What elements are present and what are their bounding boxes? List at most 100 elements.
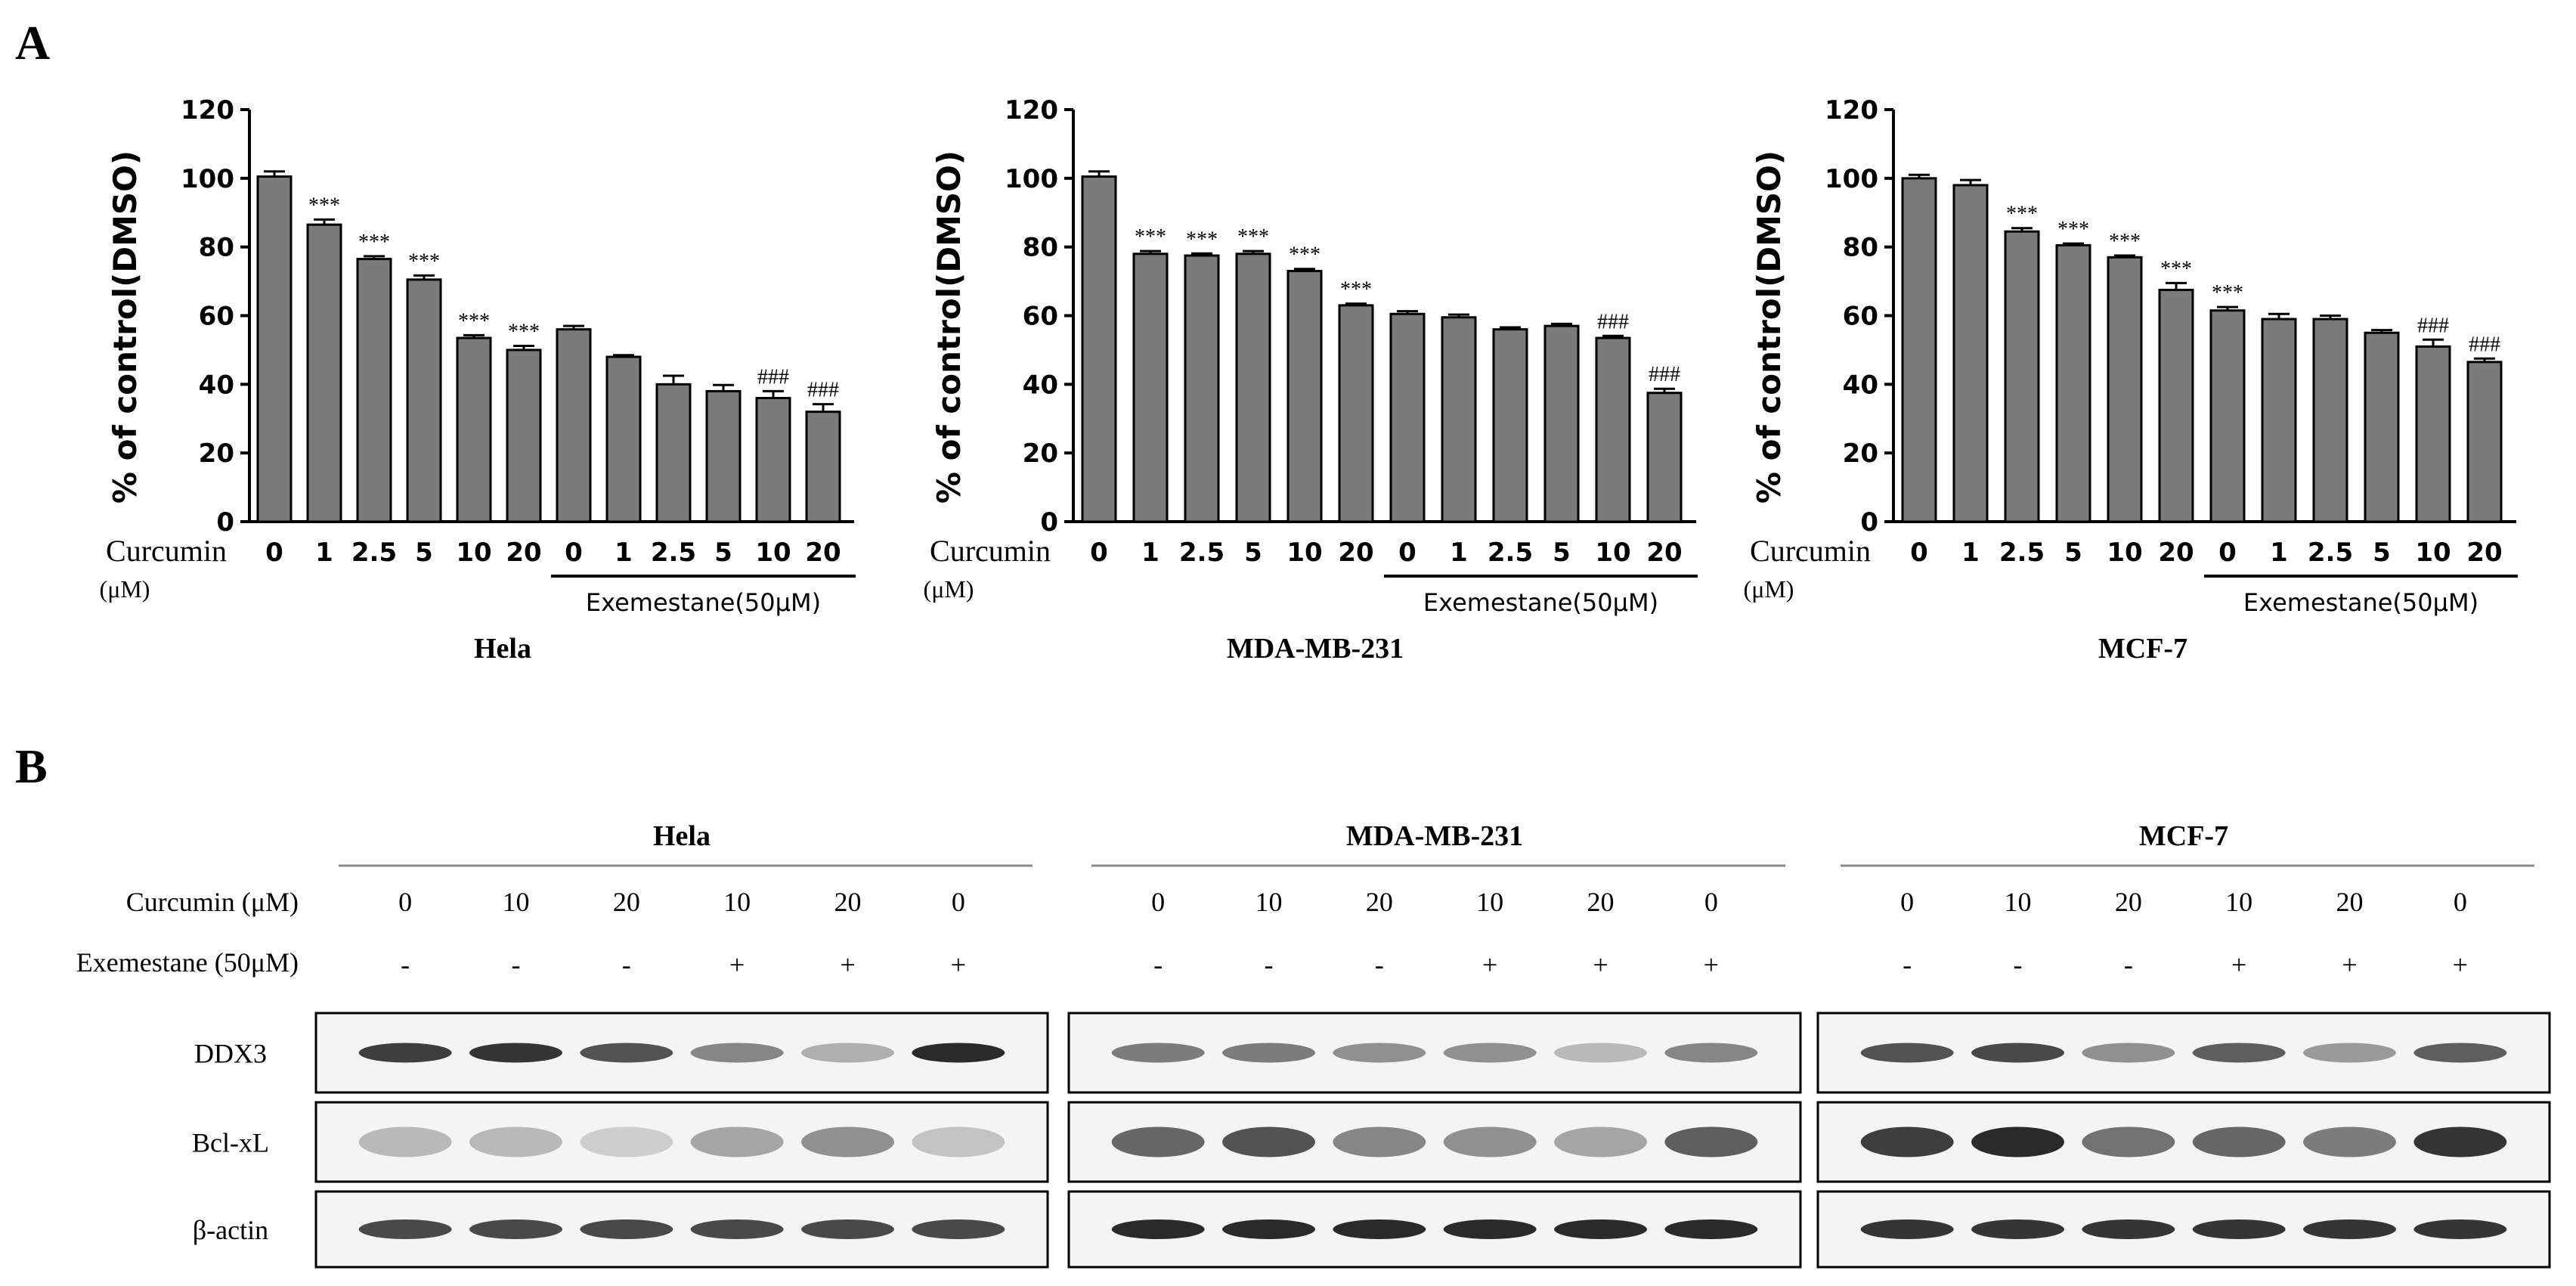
- x-category-label: 2.5: [351, 538, 397, 568]
- protein-band: [358, 1043, 452, 1063]
- bar: [1389, 312, 1426, 523]
- lane-curcumin-dose: 10: [503, 887, 530, 917]
- protein-band: [1443, 1219, 1537, 1239]
- lane-curcumin-dose: 10: [2225, 887, 2252, 917]
- x-category-label: 0: [1090, 538, 1108, 568]
- protein-band: [2082, 1043, 2175, 1063]
- lane-curcumin-dose: 0: [2454, 887, 2467, 917]
- y-axis-title: % of control(DMSO): [1751, 150, 1788, 504]
- y-tick-label: 60: [1023, 302, 1058, 332]
- protein-band: [1111, 1126, 1205, 1157]
- lane-curcumin-dose: 20: [2336, 887, 2364, 917]
- x-axis-unit: (μM): [100, 575, 150, 603]
- x-category-label: 5: [415, 538, 433, 568]
- protein-band: [1443, 1126, 1537, 1157]
- bar: [456, 336, 492, 523]
- protein-band: [1333, 1043, 1426, 1063]
- bar: [2055, 243, 2091, 523]
- protein-band: [580, 1126, 673, 1157]
- significance-label: ###: [2469, 333, 2500, 356]
- protein-band: [1664, 1126, 1758, 1157]
- significance-label: ***: [1340, 278, 1372, 302]
- lane-curcumin-dose: 0: [398, 887, 412, 917]
- protein-band: [1971, 1219, 2064, 1239]
- protein-band: [2413, 1126, 2507, 1157]
- protein-band: [469, 1219, 562, 1239]
- protein-band: [2413, 1043, 2507, 1063]
- x-category-label: 1: [1961, 538, 1980, 568]
- y-tick-label: 20: [1023, 438, 1058, 469]
- significance-label: ***: [458, 309, 490, 333]
- bar: [705, 389, 742, 523]
- significance-label: ###: [1649, 363, 1680, 386]
- protein-band: [690, 1043, 784, 1063]
- x-category-label: 0: [1398, 538, 1416, 568]
- protein-band: [1860, 1043, 1954, 1063]
- x-axis-unit: (μM): [924, 575, 974, 603]
- blot-cell-title: MDA-MB-231: [1346, 820, 1523, 852]
- x-category-label: 2.5: [1179, 538, 1225, 568]
- lane-exemestane-sign: -: [622, 950, 631, 980]
- chart-title: MDA-MB-231: [1227, 633, 1404, 665]
- bar: [805, 411, 841, 523]
- bar: [1081, 175, 1117, 523]
- lane-exemestane-sign: -: [2014, 950, 2023, 980]
- bar: [1286, 269, 1323, 523]
- protein-band: [2192, 1219, 2286, 1239]
- protein-band: [358, 1126, 452, 1157]
- chart-title: MCF-7: [2098, 633, 2187, 665]
- y-axis-title: % of control(DMSO): [107, 150, 144, 504]
- x-category-label: 10: [456, 538, 491, 568]
- protein-band: [1443, 1043, 1537, 1063]
- x-category-label: 20: [2158, 538, 2194, 568]
- x-category-label: 5: [2373, 538, 2391, 568]
- x-category-label: 1: [1450, 538, 1468, 568]
- protein-label: β-actin: [193, 1215, 268, 1245]
- x-category-label: 10: [2415, 538, 2451, 568]
- protein-band: [1664, 1219, 1758, 1239]
- x-category-label: 2.5: [2308, 538, 2353, 568]
- bar: [1952, 184, 1989, 523]
- y-tick-label: 80: [1023, 233, 1058, 263]
- protein-band: [1860, 1219, 1954, 1239]
- lane-curcumin-dose: 10: [723, 887, 751, 917]
- y-tick-label: 80: [199, 233, 234, 263]
- bar: [2158, 288, 2194, 523]
- bar: [605, 355, 642, 523]
- x-category-label: 1: [1141, 538, 1160, 568]
- y-tick-label: 0: [1040, 507, 1058, 538]
- protein-band: [1664, 1043, 1758, 1063]
- x-category-label: 20: [2466, 538, 2502, 568]
- protein-band: [2303, 1219, 2396, 1239]
- lane-curcumin-dose: 0: [952, 887, 965, 917]
- y-axis-title: % of control(DMSO): [930, 150, 968, 504]
- panel-a-label: A: [15, 16, 50, 70]
- lane-exemestane-sign: -: [1375, 950, 1384, 980]
- bar: [2466, 361, 2503, 523]
- blot-block-2: MCF-7 0 - 10 - 20 - 10 +20 +0 +: [1816, 820, 2551, 1269]
- lane-exemestane-sign: -: [2124, 950, 2133, 980]
- x-category-label: 20: [506, 538, 541, 568]
- protein-band: [2413, 1219, 2507, 1239]
- bar: [755, 397, 791, 523]
- significance-label: ***: [408, 249, 440, 273]
- significance-label: ###: [1597, 310, 1629, 333]
- y-tick-label: 60: [199, 302, 234, 332]
- y-tick-label: 100: [1825, 164, 1878, 194]
- x-category-label: 20: [1646, 538, 1682, 568]
- protein-band: [1222, 1219, 1315, 1239]
- blot-block-0: Hela 0 - 10 - 20 - 10 +20 +0 +: [314, 820, 1049, 1269]
- x-category-label: 20: [805, 538, 841, 568]
- significance-label: ***: [1289, 243, 1321, 267]
- lane-curcumin-dose: 10: [1476, 887, 1503, 917]
- protein-band: [580, 1043, 673, 1063]
- lane-curcumin-dose: 0: [1704, 887, 1718, 917]
- protein-band: [912, 1126, 1005, 1157]
- lane-exemestane-sign: -: [1903, 950, 1912, 980]
- x-category-label: 0: [265, 538, 283, 568]
- lane-exemestane-sign: +: [2231, 950, 2246, 980]
- protein-band: [1554, 1219, 1647, 1239]
